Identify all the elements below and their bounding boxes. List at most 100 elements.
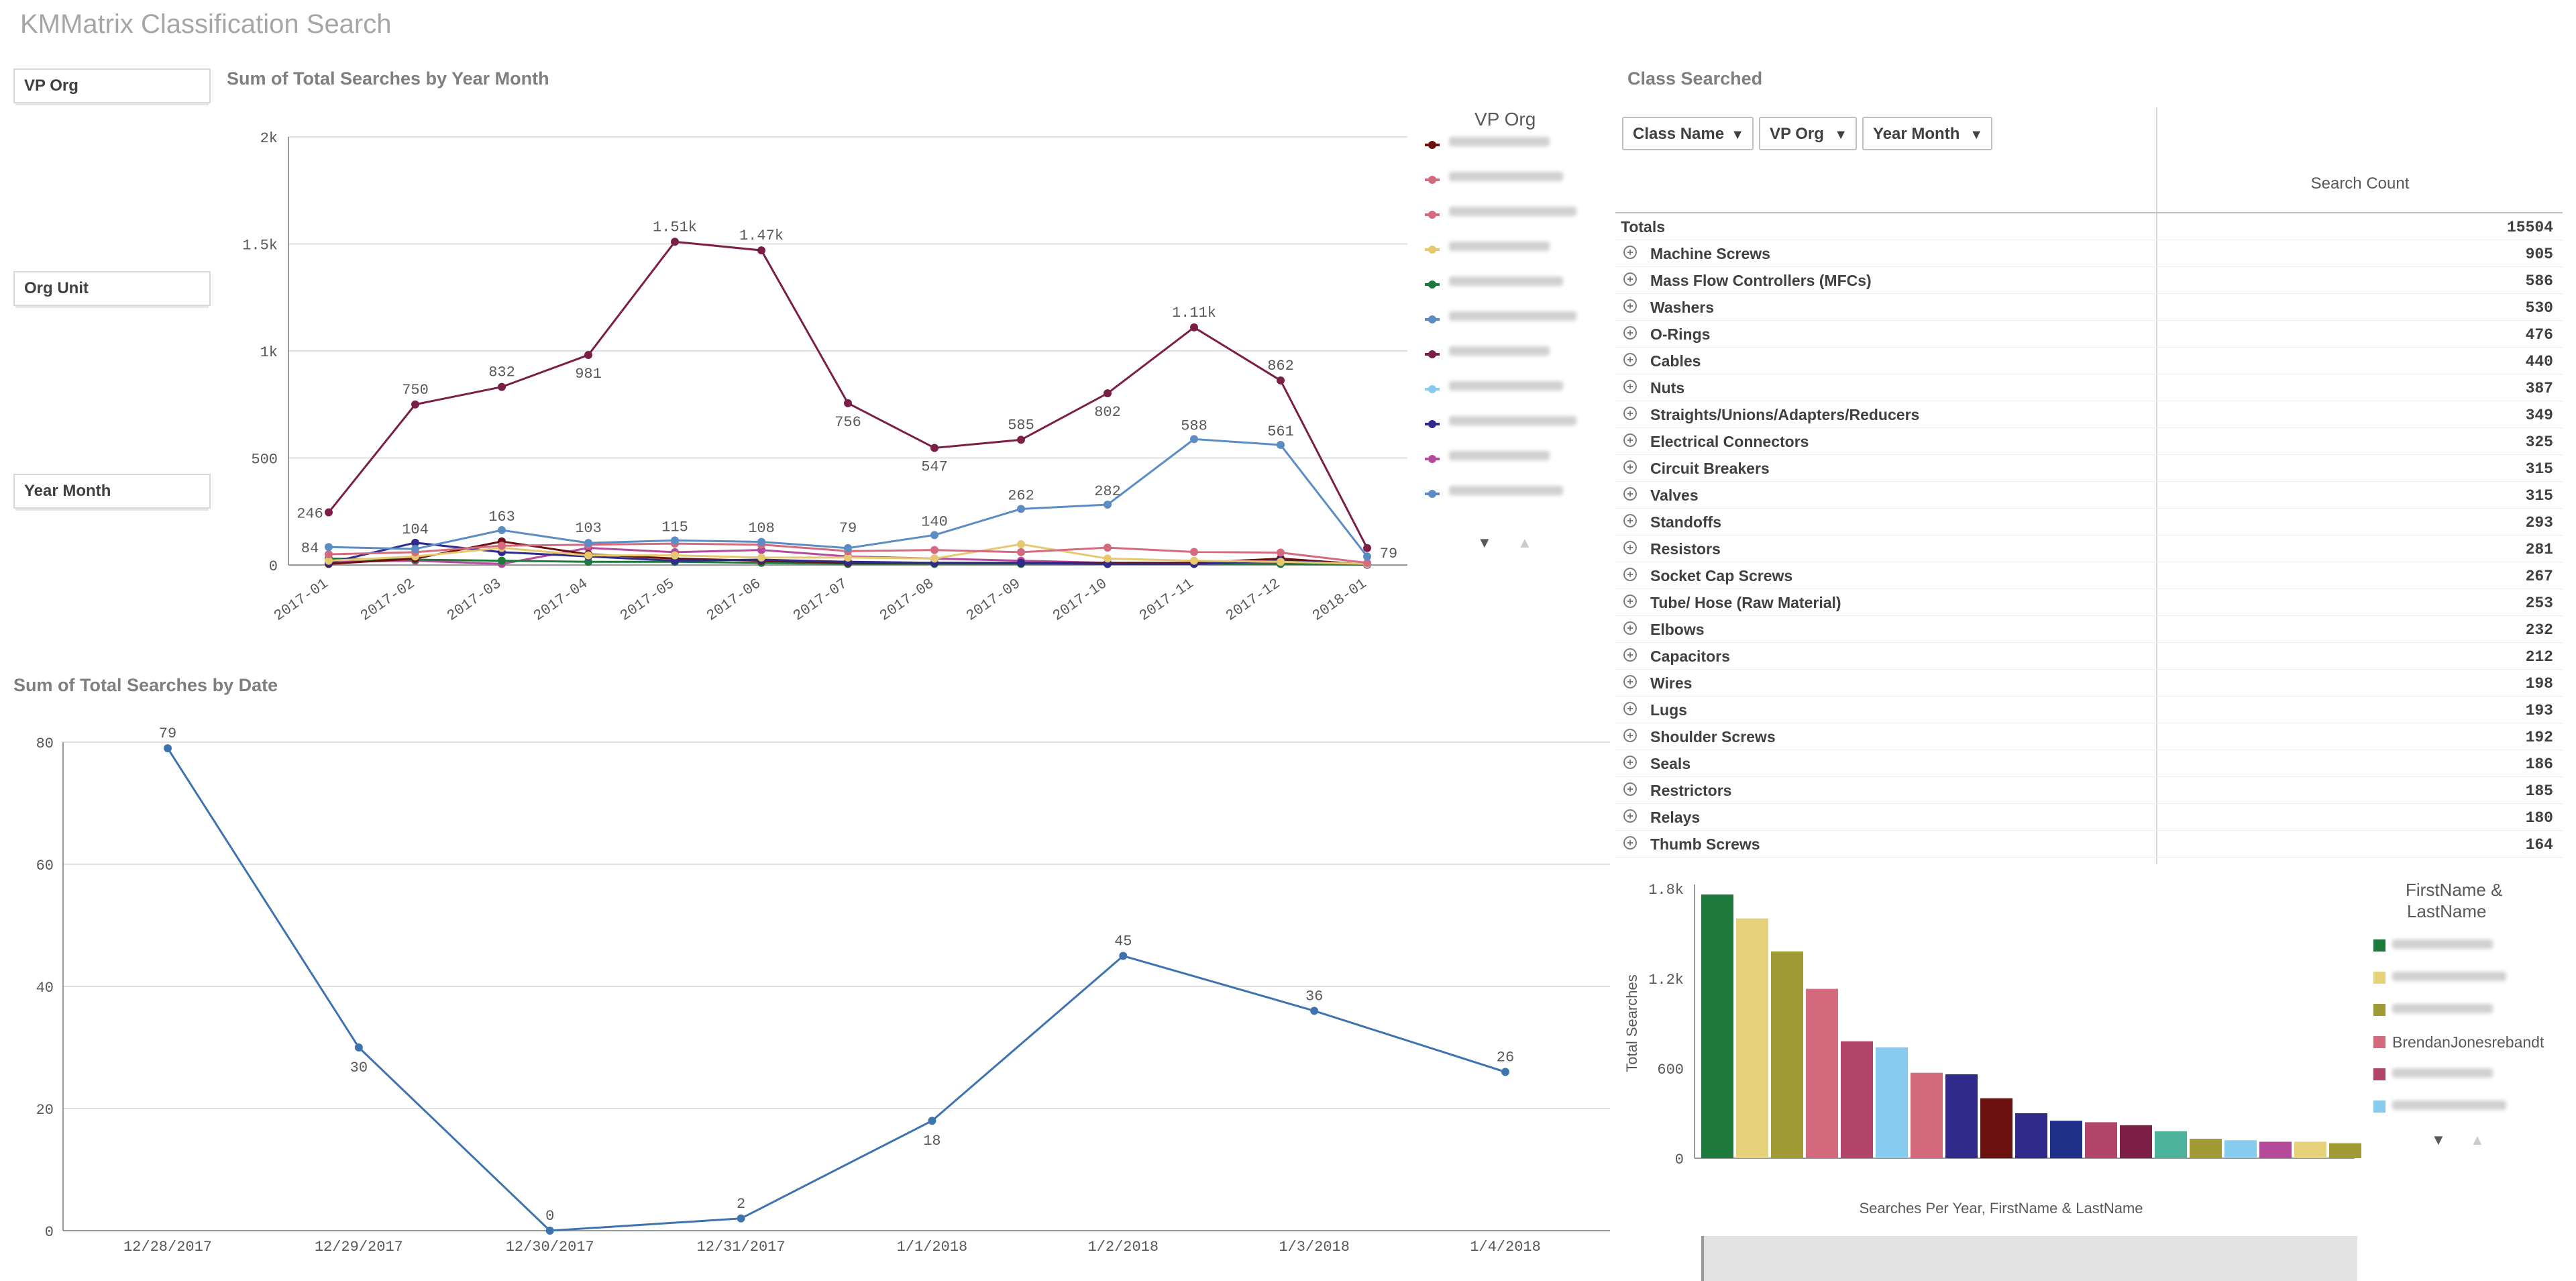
- legend-scroll-up-icon[interactable]: ▲: [1517, 534, 1532, 551]
- table-row[interactable]: Elbows 232: [1615, 616, 2563, 643]
- dropdown-class-name[interactable]: Class Name ▼: [1622, 117, 1754, 150]
- table-row[interactable]: Tube/ Hose (Raw Material) 253: [1615, 589, 2563, 616]
- search-count-cell: 193: [2525, 702, 2553, 719]
- bar: [2294, 1141, 2326, 1158]
- filter-org-unit[interactable]: Org Unit: [13, 271, 211, 306]
- table-row[interactable]: O-Rings 476: [1615, 321, 2563, 348]
- expand-plus-icon[interactable]: [1623, 541, 1637, 554]
- expand-plus-icon[interactable]: [1623, 648, 1637, 662]
- table-row[interactable]: Resistors 281: [1615, 535, 2563, 562]
- table-row[interactable]: Thumb Screws 164: [1615, 831, 2563, 858]
- expand-plus-icon[interactable]: [1623, 380, 1637, 393]
- legend-redacted-label: [2392, 1068, 2493, 1078]
- person-legend-up-icon[interactable]: ▲: [2470, 1131, 2485, 1148]
- expand-plus-icon[interactable]: [1623, 326, 1637, 340]
- table-row[interactable]: Wires 198: [1615, 670, 2563, 697]
- expand-plus-icon[interactable]: [1623, 568, 1637, 581]
- data-point: [671, 551, 679, 560]
- table-row[interactable]: Seals 186: [1615, 750, 2563, 777]
- class-name-cell: Capacitors: [1650, 648, 1730, 665]
- table-row[interactable]: Electrical Connectors 325: [1615, 428, 2563, 455]
- x-tick-label: 1/2/2018: [1087, 1239, 1159, 1256]
- bar: [2120, 1125, 2152, 1158]
- table-row[interactable]: Lugs 193: [1615, 697, 2563, 723]
- expand-plus-icon[interactable]: [1623, 836, 1637, 850]
- bar: [2259, 1141, 2292, 1158]
- bar: [1911, 1072, 1943, 1158]
- data-point: [498, 526, 506, 535]
- filter-vp-org[interactable]: VP Org: [13, 68, 211, 103]
- data-point: [844, 399, 852, 407]
- expand-plus-icon[interactable]: [1623, 782, 1637, 796]
- expand-plus-icon[interactable]: [1623, 675, 1637, 688]
- expand-plus-icon[interactable]: [1623, 809, 1637, 823]
- table-row[interactable]: Capacitors 212: [1615, 643, 2563, 670]
- search-count-cell: 905: [2525, 246, 2553, 263]
- table-row[interactable]: Mass Flow Controllers (MFCs) 586: [1615, 267, 2563, 294]
- chevron-down-icon: ▼: [1834, 127, 1847, 142]
- expand-plus-icon[interactable]: [1623, 487, 1637, 501]
- table-row[interactable]: Cables 440: [1615, 348, 2563, 374]
- table-row[interactable]: Shoulder Screws 192: [1615, 723, 2563, 750]
- legend-dot: [1428, 211, 1436, 219]
- series-line: [328, 438, 1368, 558]
- data-point: [325, 556, 333, 565]
- person-legend-down-icon[interactable]: ▼: [2431, 1131, 2446, 1148]
- y-tick-label: 1.5k: [242, 238, 278, 254]
- table-row[interactable]: Nuts 387: [1615, 374, 2563, 401]
- y-tick-label: 500: [251, 452, 278, 468]
- y-tick-label: 1.2k: [1648, 972, 1684, 988]
- dropdown-year-month[interactable]: Year Month ▼: [1862, 117, 1992, 150]
- monthly-chart-title: Sum of Total Searches by Year Month: [227, 68, 549, 89]
- monthly-line-chart[interactable]: 0 500 1k 1.5k 2k 2017-01 2017-02 2017-03 2017-04…: [227, 101, 1461, 637]
- y-axis-title: Total Searches: [1623, 974, 1640, 1072]
- data-point: [584, 551, 592, 560]
- expand-plus-icon[interactable]: [1623, 621, 1637, 635]
- dropdown-vp-org[interactable]: VP Org ▼: [1759, 117, 1857, 150]
- data-point: [584, 351, 592, 360]
- legend-scroll-down-icon[interactable]: ▼: [1477, 534, 1492, 551]
- expand-plus-icon[interactable]: [1623, 460, 1637, 474]
- table-row[interactable]: Restrictors 185: [1615, 777, 2563, 804]
- x-tick-label: 2017-12: [1223, 575, 1283, 624]
- data-point: [1277, 548, 1285, 557]
- legend-redacted-label: [1449, 137, 1550, 146]
- legend-dot: [1428, 385, 1436, 393]
- expand-plus-icon[interactable]: [1623, 299, 1637, 313]
- table-row[interactable]: Relays 180: [1615, 804, 2563, 831]
- table-row[interactable]: Valves 315: [1615, 482, 2563, 509]
- expand-plus-icon[interactable]: [1623, 595, 1637, 608]
- search-count-cell: 293: [2525, 514, 2553, 531]
- table-row[interactable]: Straights/Unions/Adapters/Reducers 349: [1615, 401, 2563, 428]
- table-row[interactable]: Machine Screws 905: [1615, 240, 2563, 267]
- table-row[interactable]: Washers 530: [1615, 294, 2563, 321]
- expand-plus-icon[interactable]: [1623, 353, 1637, 366]
- table-row[interactable]: Standoffs 293: [1615, 509, 2563, 535]
- table-row[interactable]: Circuit Breakers 315: [1615, 455, 2563, 482]
- expand-plus-icon[interactable]: [1623, 407, 1637, 420]
- expand-plus-icon[interactable]: [1623, 246, 1637, 259]
- bar: [2015, 1113, 2047, 1158]
- data-point: [1310, 1007, 1319, 1015]
- legend-redacted-label: [2392, 939, 2493, 949]
- expand-plus-icon[interactable]: [1623, 702, 1637, 715]
- class-name-cell: Thumb Screws: [1650, 835, 1760, 853]
- expand-plus-icon[interactable]: [1623, 729, 1637, 742]
- filter-year-month[interactable]: Year Month: [13, 474, 211, 509]
- bar-chart-scrollbar[interactable]: [1701, 1236, 2357, 1281]
- person-bar-chart[interactable]: 0 600 1.2k 1.8k Total Searches Searches Per Y…: [1617, 872, 2361, 1281]
- data-label: 115: [661, 519, 688, 535]
- expand-plus-icon[interactable]: [1623, 756, 1637, 769]
- x-tick-label: 1/3/2018: [1279, 1239, 1350, 1256]
- data-label: 36: [1305, 988, 1323, 1005]
- data-point: [1190, 323, 1198, 331]
- table-row[interactable]: Socket Cap Screws 267: [1615, 562, 2563, 589]
- class-searched-table[interactable]: Class Name ▼ VP Org ▼ Year Month ▼ Search C…: [1615, 107, 2563, 864]
- data-label: 79: [1380, 546, 1397, 562]
- expand-plus-icon[interactable]: [1623, 514, 1637, 527]
- data-label: 585: [1008, 417, 1034, 433]
- expand-plus-icon[interactable]: [1623, 433, 1637, 447]
- expand-plus-icon[interactable]: [1623, 272, 1637, 286]
- search-count-header[interactable]: Search Count: [2310, 174, 2410, 193]
